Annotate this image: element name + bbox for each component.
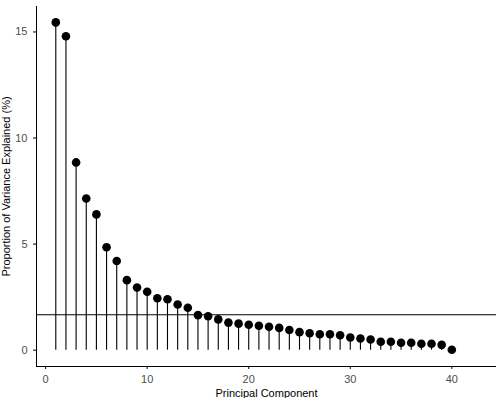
svg-text:40: 40	[446, 373, 458, 385]
svg-text:Principal Component: Principal Component	[215, 387, 317, 398]
svg-text:0: 0	[43, 373, 49, 385]
svg-text:Proportion of Variance Explain: Proportion of Variance Explained (%)	[0, 96, 12, 276]
svg-text:10: 10	[141, 373, 153, 385]
svg-text:5: 5	[21, 238, 27, 250]
svg-text:30: 30	[344, 373, 356, 385]
svg-text:0: 0	[21, 344, 27, 356]
svg-text:15: 15	[15, 25, 27, 37]
svg-text:20: 20	[243, 373, 255, 385]
svg-text:10: 10	[15, 132, 27, 144]
